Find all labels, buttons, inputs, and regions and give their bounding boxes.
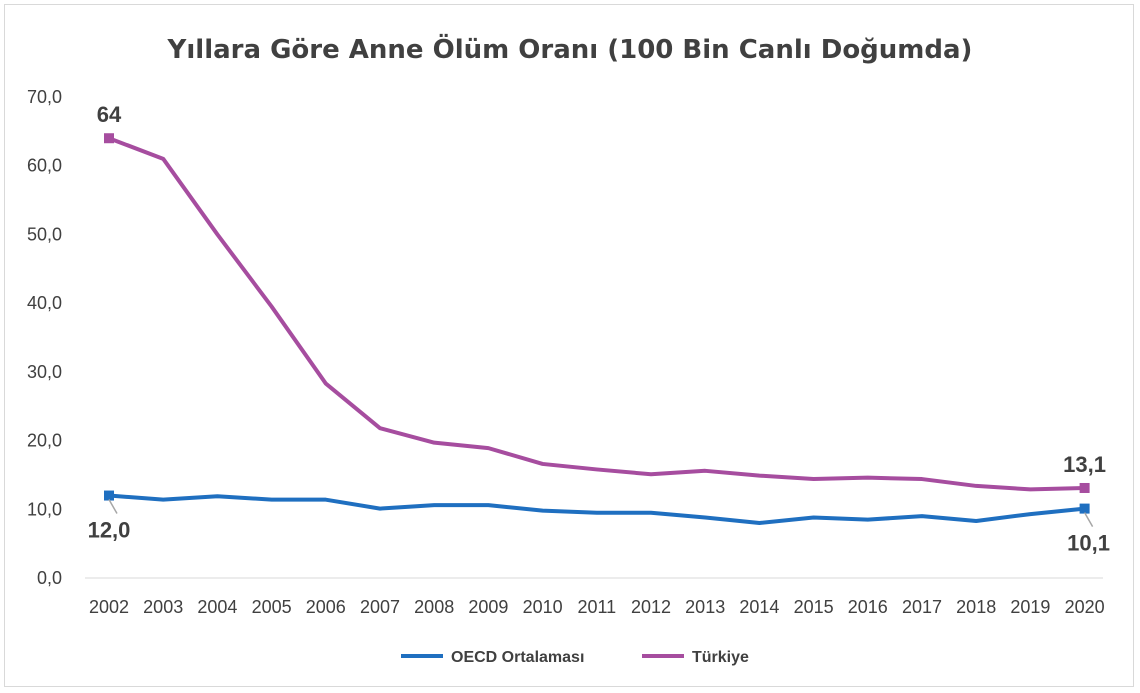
y-tick-label: 10,0: [27, 499, 62, 519]
series-layer: [104, 133, 1090, 526]
legend-label: OECD Ortalaması: [451, 649, 584, 666]
x-tick-label: 2016: [848, 597, 888, 617]
series-line-1: [107, 136, 1087, 492]
y-tick-label: 50,0: [27, 224, 62, 244]
legend-label: Türkiye: [692, 649, 749, 666]
x-tick-label: 2013: [685, 597, 725, 617]
y-tick-label: 40,0: [27, 293, 62, 313]
data-label: 64: [97, 102, 122, 127]
x-tick-label: 2012: [631, 597, 671, 617]
x-tick-label: 2008: [414, 597, 454, 617]
legend: OECD Ortalaması Türkiye: [401, 649, 749, 666]
x-tick-label: 2006: [306, 597, 346, 617]
end-marker: [1079, 482, 1090, 493]
x-tick-label: 2004: [197, 597, 237, 617]
x-tick-label: 2019: [1010, 597, 1050, 617]
end-marker: [104, 133, 114, 144]
chart-title: Yıllara Göre Anne Ölüm Oranı (100 Bin Ca…: [167, 32, 973, 65]
x-tick-label: 2003: [143, 597, 183, 617]
data-label: 13,1: [1063, 452, 1106, 477]
x-tick-label: 2007: [360, 597, 400, 617]
x-tick-label: 2011: [577, 597, 616, 617]
series-line-0: [107, 493, 1087, 526]
x-tick-label: 2018: [956, 597, 996, 617]
end-marker: [104, 490, 114, 501]
line-chart: Yıllara Göre Anne Ölüm Oranı (100 Bin Ca…: [27, 32, 1110, 666]
x-tick-label: 2020: [1065, 597, 1105, 617]
y-tick-label: 70,0: [27, 87, 62, 107]
data-label: 10,1: [1067, 531, 1110, 556]
x-tick-label: 2017: [902, 597, 942, 617]
chart-frame: Yıllara Göre Anne Ölüm Oranı (100 Bin Ca…: [4, 4, 1134, 687]
x-tick-label: 2014: [739, 597, 779, 617]
data-label: 12,0: [88, 518, 131, 543]
y-tick-label: 60,0: [27, 156, 62, 176]
y-tick-label: 30,0: [27, 362, 62, 382]
x-tick-label: 2009: [468, 597, 508, 617]
end-marker: [1079, 503, 1090, 514]
x-tick-label: 2002: [89, 597, 129, 617]
x-tick-label: 2010: [523, 597, 563, 617]
y-tick-label: 0,0: [37, 568, 62, 588]
data-label-layer: 64 13,1 12,0 10,1: [88, 102, 1110, 555]
leader-line: [108, 499, 118, 514]
x-tick-label: 2015: [794, 597, 834, 617]
x-tick-label: 2005: [252, 597, 292, 617]
leader-line: [1083, 512, 1094, 527]
axis-layer: 0,0 10,0 20,0 30,0 40,0 50,0 60,0 70,0 2002 2003 2…: [27, 87, 1105, 617]
y-tick-label: 20,0: [27, 431, 62, 451]
